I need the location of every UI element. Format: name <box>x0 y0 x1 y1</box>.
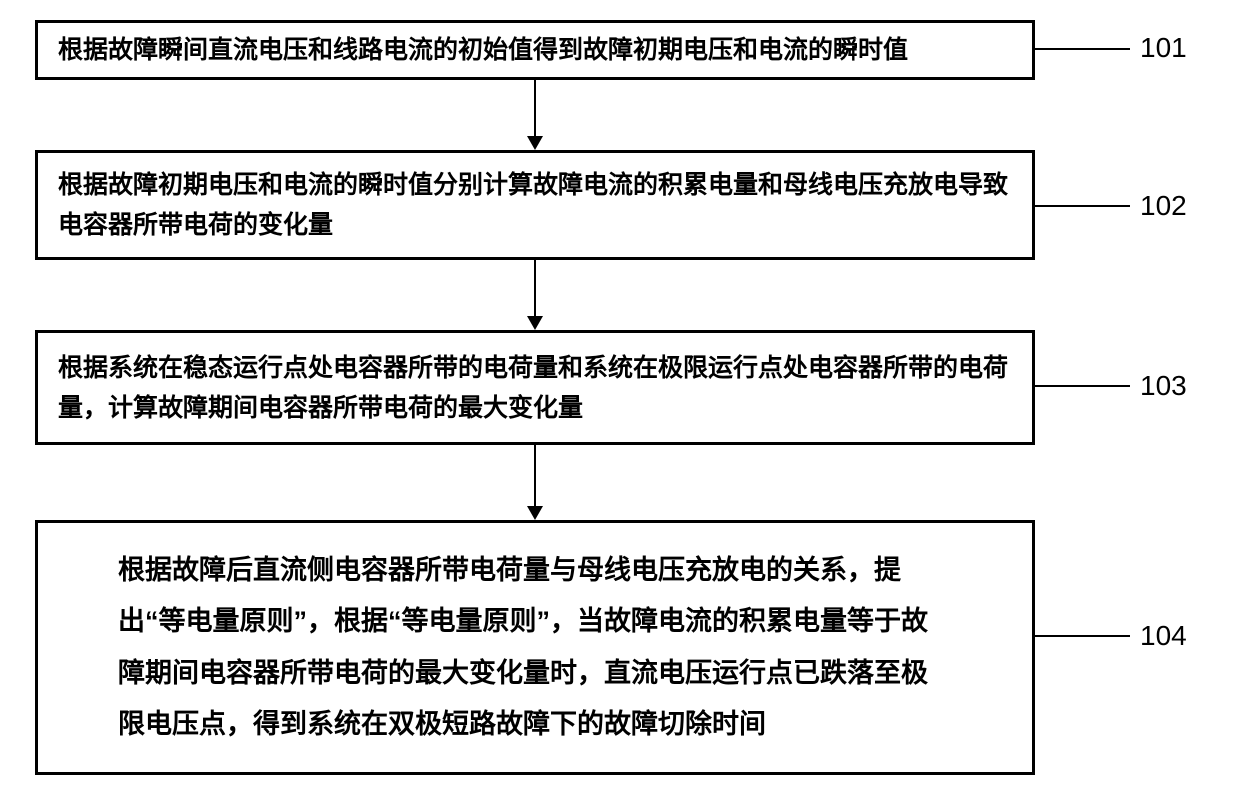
connector-line <box>1035 635 1130 637</box>
arrow-line <box>534 80 536 136</box>
step-label-104: 104 <box>1140 620 1187 652</box>
step-label-102: 102 <box>1140 190 1187 222</box>
step-label-101: 101 <box>1140 32 1187 64</box>
arrow-head-icon <box>527 506 543 520</box>
flow-step-text: 根据故障瞬间直流电压和线路电流的初始值得到故障初期电压和电流的瞬时值 <box>58 30 908 70</box>
flowchart-container: 根据故障瞬间直流电压和线路电流的初始值得到故障初期电压和电流的瞬时值 101 根据故… <box>0 0 1239 810</box>
flow-step-text: 根据故障后直流侧电容器所带电荷量与母线电压充放电的关系，提出“等电量原则”，根据… <box>58 545 1012 750</box>
connector-line <box>1035 48 1130 50</box>
connector-line <box>1035 385 1130 387</box>
step-label-103: 103 <box>1140 370 1187 402</box>
flow-step-text: 根据故障初期电压和电流的瞬时值分别计算故障电流的积累电量和母线电压充放电导致电容… <box>58 165 1012 245</box>
flow-step-103: 根据系统在稳态运行点处电容器所带的电荷量和系统在极限运行点处电容器所带的电荷量，… <box>35 330 1035 445</box>
flow-step-104: 根据故障后直流侧电容器所带电荷量与母线电压充放电的关系，提出“等电量原则”，根据… <box>35 520 1035 775</box>
arrow-line <box>534 445 536 506</box>
arrow-head-icon <box>527 316 543 330</box>
arrow-head-icon <box>527 136 543 150</box>
flow-step-text: 根据系统在稳态运行点处电容器所带的电荷量和系统在极限运行点处电容器所带的电荷量，… <box>58 348 1012 428</box>
flow-step-102: 根据故障初期电压和电流的瞬时值分别计算故障电流的积累电量和母线电压充放电导致电容… <box>35 150 1035 260</box>
connector-line <box>1035 205 1130 207</box>
arrow-line <box>534 260 536 316</box>
flow-step-101: 根据故障瞬间直流电压和线路电流的初始值得到故障初期电压和电流的瞬时值 <box>35 20 1035 80</box>
